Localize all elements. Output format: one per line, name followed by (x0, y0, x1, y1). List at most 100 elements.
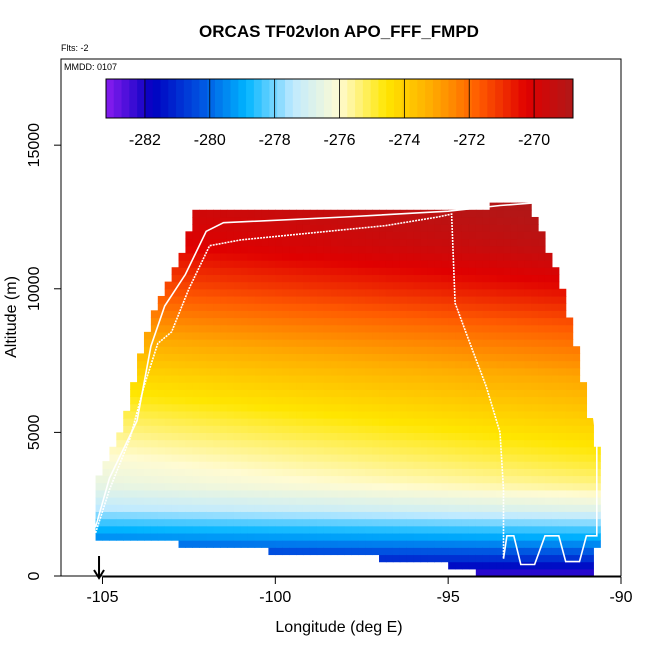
heatmap-cell (282, 475, 290, 484)
heatmap-cell (406, 403, 415, 412)
heatmap-cell (558, 410, 567, 419)
heatmap-cell (399, 403, 408, 412)
heatmap-cell (316, 396, 325, 405)
heatmap-cell (351, 374, 359, 383)
heatmap-cell (392, 324, 401, 333)
heatmap-cell (220, 317, 228, 326)
heatmap-cell (579, 396, 588, 405)
heatmap-cell (392, 295, 401, 304)
colorbar-segment (393, 79, 403, 118)
heatmap-cell (441, 231, 449, 240)
colorbar-tick-label: -280 (194, 132, 226, 149)
heatmap-cell (309, 260, 318, 268)
heatmap-cell (455, 532, 463, 541)
heatmap-cell (240, 382, 249, 390)
heatmap-cell (123, 518, 131, 527)
heatmap-cell (157, 489, 166, 498)
heatmap-cell (185, 396, 193, 405)
heatmap-cell (379, 374, 387, 383)
heatmap-cell (461, 425, 470, 433)
heatmap-cell (399, 518, 408, 527)
heatmap-cell (296, 382, 304, 390)
heatmap-cell (240, 497, 249, 505)
heatmap-cell (275, 396, 283, 405)
heatmap-cell (565, 353, 574, 362)
heatmap-cell (220, 439, 228, 448)
heatmap-cell (510, 295, 518, 304)
heatmap-cell (510, 360, 518, 369)
heatmap-cell (572, 461, 581, 469)
heatmap-cell (247, 446, 256, 455)
heatmap-cell (572, 410, 581, 419)
heatmap-cell (150, 525, 159, 534)
heatmap-cell (503, 360, 511, 369)
heatmap-cell (296, 410, 304, 419)
heatmap-cell (448, 511, 456, 520)
heatmap-cell (441, 497, 449, 505)
heatmap-cell (385, 461, 394, 469)
heatmap-cell (572, 468, 581, 477)
heatmap-cell (482, 511, 491, 520)
heatmap-cell (240, 518, 249, 527)
heatmap-cell (406, 274, 415, 283)
heatmap-cell (289, 540, 297, 548)
heatmap-cell (164, 432, 173, 441)
heatmap-cell (309, 209, 318, 218)
heatmap-cell (323, 245, 332, 254)
heatmap-cell (399, 288, 408, 297)
heatmap-cell (413, 518, 422, 527)
heatmap-cell (220, 482, 228, 491)
heatmap-cell (337, 303, 346, 311)
heatmap-cell (316, 317, 325, 326)
heatmap-cell (392, 374, 401, 383)
heatmap-cell (344, 410, 352, 419)
heatmap-cell (289, 410, 297, 419)
heatmap-cell (538, 353, 546, 362)
heatmap-cell (213, 303, 221, 311)
heatmap-cell (489, 525, 498, 534)
heatmap-cell (538, 267, 546, 276)
heatmap-cell (275, 324, 283, 333)
heatmap-cell (316, 511, 325, 520)
heatmap-cell (572, 360, 581, 369)
heatmap-cell (220, 489, 228, 498)
heatmap-cell (282, 288, 290, 297)
heatmap-cell (524, 525, 532, 534)
heatmap-cell (365, 288, 373, 297)
heatmap-cell (302, 525, 311, 534)
heatmap-cell (296, 346, 304, 354)
heatmap-cell (448, 288, 456, 297)
heatmap-cell (503, 511, 511, 520)
heatmap-cell (171, 374, 180, 383)
heatmap-cell (372, 288, 380, 297)
heatmap-cell (524, 238, 532, 247)
heatmap-cell (455, 267, 463, 276)
heatmap-cell (157, 339, 166, 347)
heatmap-cell (544, 310, 553, 319)
heatmap-cell (565, 540, 574, 548)
heatmap-cell (337, 216, 346, 225)
heatmap-cell (531, 231, 539, 240)
heatmap-cell (323, 360, 332, 369)
heatmap-cell (316, 260, 325, 268)
heatmap-cell (517, 367, 525, 376)
heatmap-cell (434, 216, 442, 225)
heatmap-cell (365, 389, 373, 398)
heatmap-cell (302, 295, 311, 304)
heatmap-cell (330, 425, 339, 433)
heatmap-cell (510, 389, 518, 398)
heatmap-cell (192, 339, 200, 347)
heatmap-cell (282, 238, 290, 247)
heatmap-cell (309, 461, 318, 469)
heatmap-cell (275, 367, 283, 376)
heatmap-cell (206, 310, 214, 319)
heatmap-cell (226, 418, 235, 426)
heatmap-cell (233, 267, 242, 276)
heatmap-cell (206, 367, 214, 376)
heatmap-cell (199, 360, 207, 369)
heatmap-cell (579, 540, 588, 548)
heatmap-cell (392, 511, 401, 520)
heatmap-cell (372, 410, 380, 419)
heatmap-cell (385, 532, 394, 541)
heatmap-cell (503, 310, 511, 319)
